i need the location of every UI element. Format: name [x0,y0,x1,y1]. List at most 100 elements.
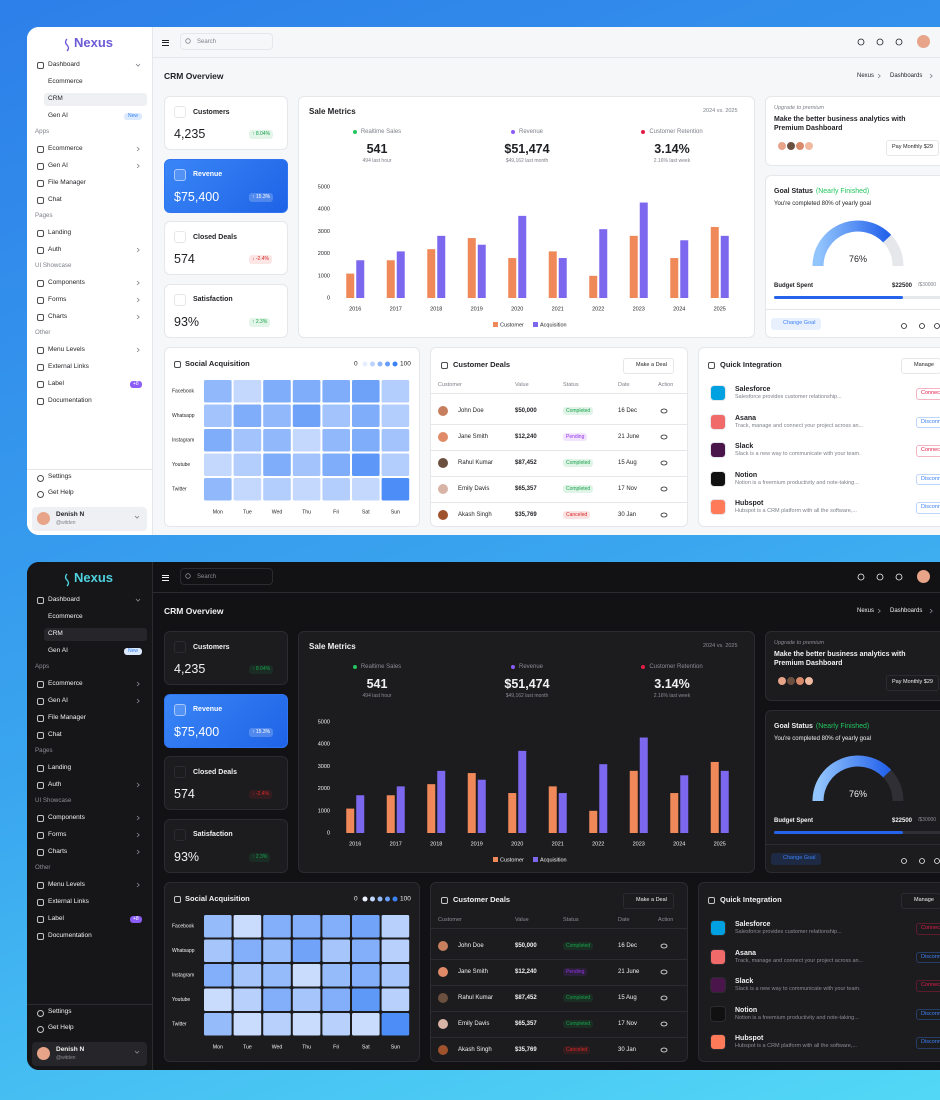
stat-value: $75,400 [174,189,220,204]
nav-item[interactable]: Landing [48,763,72,771]
integration-description: Slack is a new way to communicate with y… [735,986,861,992]
nav-item[interactable]: File Manager [48,713,86,721]
nav-item[interactable]: Landing [48,228,72,236]
nav-item[interactable]: Chat [48,195,62,203]
menu-icon[interactable] [162,44,169,46]
icon [174,360,181,368]
integration-action[interactable]: Disconnect [916,416,940,428]
integration-action[interactable]: Disconnect [916,1008,940,1020]
integration-action[interactable]: Connect [916,388,940,400]
stat-label: Revenue [193,171,223,178]
breadcrumb-item[interactable]: Nexus [857,73,875,79]
stat-icon [174,828,186,841]
budget-total: /$30000 [918,282,937,288]
button[interactable]: Pay Monthly $29 [886,140,939,156]
nav-item[interactable]: Get Help [48,489,74,496]
stat-icon [174,231,186,243]
stat-card [164,818,288,873]
label: Customer Retention [649,664,703,670]
menu-icon[interactable] [162,42,169,43]
nav-item[interactable]: Dashboard [48,595,80,603]
integration-action[interactable]: Connect [916,445,940,457]
integration-action[interactable]: Disconnect [916,473,940,485]
button[interactable]: Manage [901,358,940,374]
breadcrumb-item[interactable]: Nexus [857,608,875,614]
search-box[interactable] [180,33,273,50]
deal-value: $35,769 [515,1047,537,1053]
nav-item[interactable]: Documentation [48,396,92,404]
nav-item[interactable]: Charts [48,847,68,855]
deal-status: Completed [563,942,594,950]
stat-value: 574 [174,252,195,266]
nav-item[interactable]: Components [48,813,85,821]
user-card[interactable] [32,1042,147,1066]
nav-item[interactable]: Components [48,278,85,286]
button[interactable]: Pay Monthly $29 [886,675,939,691]
avatar [438,484,448,494]
menu-icon[interactable] [162,39,169,41]
button[interactable]: Change Goal [771,853,822,865]
button[interactable]: Change Goal [771,318,822,330]
nav-subitem[interactable]: CRM [48,629,63,637]
nav-item[interactable]: Ecommerce [48,679,83,687]
button[interactable]: Make a Deal [623,358,674,374]
nav-item[interactable]: Forms [48,295,67,303]
integration-name: Asana [735,414,757,422]
nav-item[interactable]: Charts [48,312,68,320]
nav-subitem[interactable]: CRM [48,94,63,102]
nav-subitem[interactable]: Gen AI [48,111,68,119]
deal-status: Completed [563,459,594,467]
nav-item[interactable]: Dashboard [48,60,80,68]
nav-item[interactable]: Forms [48,830,67,838]
integration-name: Slack [735,443,754,450]
icon [37,61,44,69]
deal-status: Canceled [563,1046,591,1054]
integration-action[interactable]: Disconnect [916,1037,940,1049]
nav-subitem[interactable]: Gen AI [48,646,68,654]
avatar [37,1047,50,1060]
column-header: Action [658,917,674,923]
nav-item[interactable]: Documentation [48,931,92,939]
integration-logo [710,977,726,993]
integration-action[interactable]: Disconnect [916,951,940,963]
user-card[interactable] [32,507,147,531]
nav-item[interactable]: External Links [48,897,89,905]
menu-icon[interactable] [162,574,169,576]
nav-item[interactable]: Get Help [48,1024,74,1031]
nav-item[interactable]: Auth [48,780,62,788]
chevron [877,608,881,614]
nav-item[interactable]: Gen AI [48,696,68,704]
integration-action[interactable]: Connect [916,980,940,992]
integration-action[interactable]: Disconnect [916,502,940,514]
nav-active [44,93,147,106]
search-box[interactable] [180,568,273,585]
nav-item[interactable]: External Links [48,362,89,370]
nav-subitem[interactable]: Ecommerce [48,612,83,620]
integration-logo [710,499,726,515]
nav-subitem[interactable]: Ecommerce [48,77,83,85]
stat-change: ↑ 15.3% [249,192,274,202]
nav-item[interactable]: Ecommerce [48,144,83,152]
nav-item[interactable]: Chat [48,730,62,738]
nav-item[interactable]: Settings [48,473,72,480]
goal-subtitle: You're completed 80% of yearly goal [774,201,871,207]
stat-card [164,96,288,150]
button[interactable]: Manage [901,893,940,909]
integration-name: Notion [735,1006,758,1014]
nav-item[interactable]: Settings [48,1008,72,1015]
nav-item[interactable]: Label [48,379,64,387]
nav-item[interactable]: Menu Levels [48,880,85,888]
button[interactable]: Make a Deal [623,893,674,909]
nav-item[interactable]: Auth [48,245,62,253]
nav-item[interactable]: File Manager [48,178,86,186]
nav-item[interactable]: Menu Levels [48,345,85,353]
integration-action[interactable]: Connect [916,923,940,935]
deal-status: Completed [563,407,594,415]
nav-item[interactable]: Label [48,914,64,922]
breadcrumb-item[interactable]: Dashboards [890,73,923,79]
metric-value: 541 [366,142,388,156]
breadcrumb-item[interactable]: Dashboards [890,608,923,614]
menu-icon[interactable] [162,579,169,581]
nav-item[interactable]: Gen AI [48,161,68,169]
menu-icon[interactable] [162,577,169,578]
